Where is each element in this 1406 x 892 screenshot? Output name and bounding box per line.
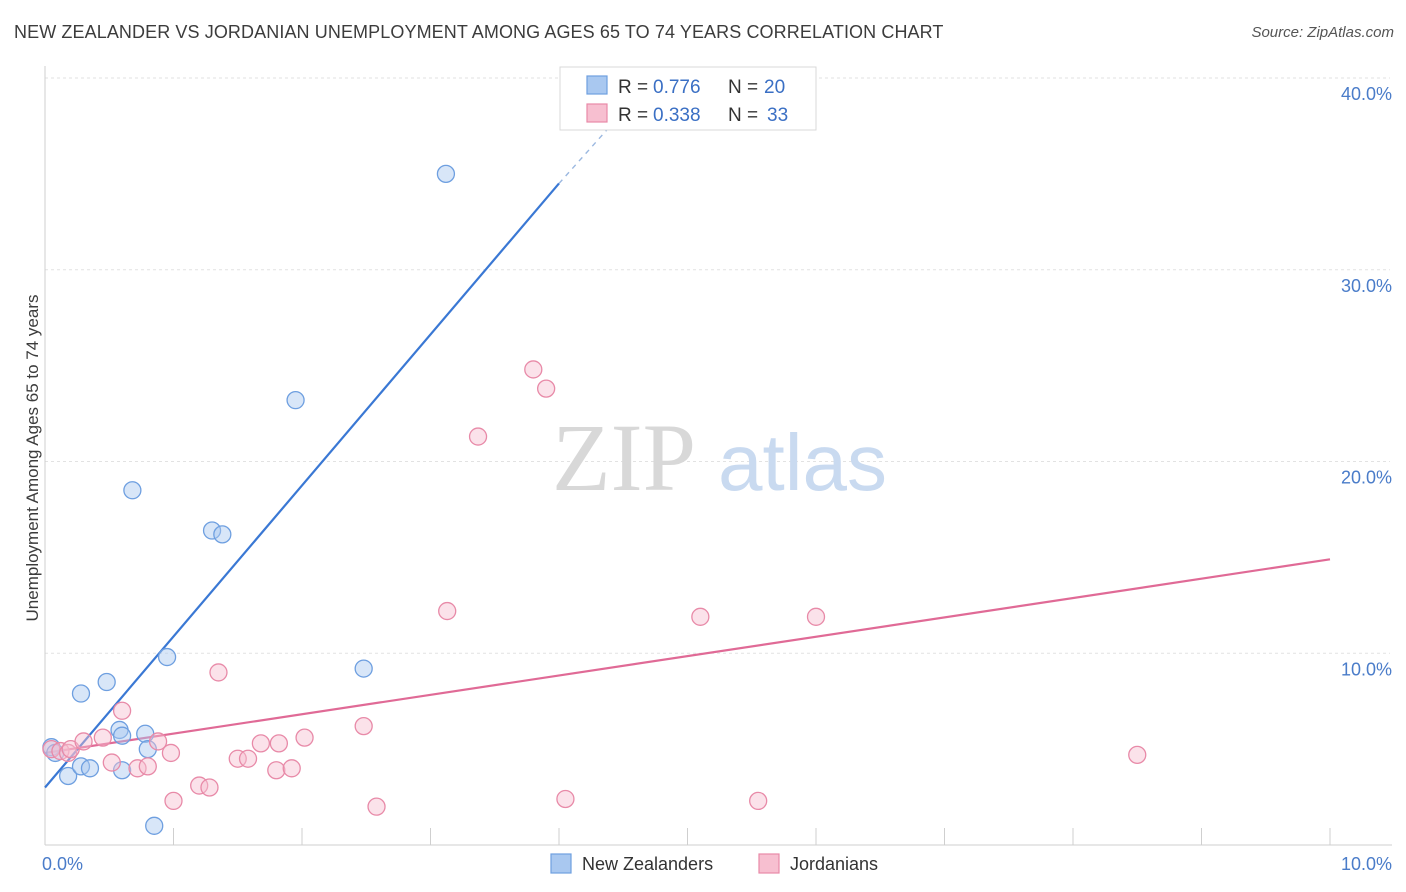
legend-r-label-nz: R = — [618, 77, 648, 98]
point-jo-19 — [267, 761, 286, 780]
point-jo-21 — [282, 759, 301, 778]
y-tick-label-3: 40.0% — [1341, 84, 1392, 104]
point-jo-5 — [93, 728, 112, 747]
point-jo-10 — [148, 732, 168, 751]
legend-swatch-nz — [586, 75, 608, 95]
point-jo-15 — [209, 663, 228, 682]
point-jo-27 — [524, 360, 543, 379]
point-jo-6 — [102, 753, 121, 772]
stats-legend: R = 0.776 N = 20 R = 0.338 N = 33 — [559, 66, 817, 131]
point-nz-14 — [145, 816, 164, 835]
point-jo-33 — [1128, 745, 1147, 765]
point-nz-17 — [286, 390, 305, 410]
point-jo-11 — [161, 743, 181, 763]
watermark-zip: ZIP — [552, 404, 696, 511]
axes — [44, 66, 1392, 846]
point-nz-8 — [112, 726, 132, 745]
point-jo-17 — [238, 749, 258, 768]
point-jo-29 — [556, 789, 575, 809]
point-nz-12 — [123, 481, 142, 500]
point-nz-19 — [436, 164, 456, 184]
x-tick-label-0: 0.0% — [42, 854, 83, 874]
bottom-legend-jo: Jordanians — [790, 854, 878, 874]
tick-labels: 10.0% 20.0% 30.0% 40.0% 0.0% 10.0% — [42, 84, 1392, 874]
point-jo-14 — [200, 778, 219, 797]
point-jo-4 — [74, 732, 93, 751]
chart-title: NEW ZEALANDER VS JORDANIAN UNEMPLOYMENT … — [14, 22, 944, 42]
point-jo-16 — [228, 749, 247, 768]
source-label: Source: ZipAtlas.com — [1251, 24, 1394, 41]
y-tick-label-0: 10.0% — [1341, 659, 1392, 679]
y-tick-label-1: 20.0% — [1341, 468, 1392, 488]
point-nz-15 — [202, 521, 222, 540]
point-jo-23 — [354, 716, 373, 736]
point-jo-30 — [691, 607, 710, 626]
point-jo-18 — [251, 734, 271, 753]
trend-line-jo — [44, 558, 1331, 755]
bottom-swatch-nz — [550, 853, 572, 874]
point-jo-26 — [468, 427, 488, 446]
point-jo-25 — [438, 601, 457, 621]
y-tick-label-2: 30.0% — [1341, 276, 1392, 296]
point-jo-31 — [749, 791, 768, 811]
legend-n-label-nz: N = — [728, 77, 758, 98]
legend-r-value-jo: 0.338 — [653, 105, 701, 126]
watermark-atlas: atlas — [718, 418, 887, 507]
point-nz-18 — [354, 659, 373, 678]
point-nz-4 — [80, 759, 100, 778]
point-nz-2 — [58, 766, 78, 786]
data-points — [42, 164, 1147, 835]
legend-swatch-jo — [586, 103, 608, 123]
trend-lines — [44, 96, 1331, 789]
legend-r-label-jo: R = — [618, 105, 648, 126]
bottom-swatch-jo — [758, 853, 780, 874]
legend-n-value-jo: 33 — [767, 105, 788, 126]
legend-n-value-nz: 20 — [764, 77, 785, 98]
point-nz-16 — [213, 525, 232, 544]
point-jo-9 — [138, 757, 157, 776]
point-jo-22 — [295, 728, 314, 747]
legend-n-label-jo: N = — [728, 105, 758, 126]
point-nz-13 — [157, 647, 177, 667]
grid — [45, 77, 1390, 654]
point-jo-32 — [806, 607, 826, 626]
bottom-legend-nz: New Zealanders — [582, 854, 713, 874]
point-nz-5 — [71, 684, 91, 703]
point-jo-24 — [367, 797, 386, 816]
legend-r-value-nz: 0.776 — [653, 77, 701, 98]
point-jo-20 — [269, 734, 289, 753]
point-jo-12 — [164, 791, 183, 811]
series-legend: New Zealanders Jordanians — [550, 853, 878, 874]
watermark: ZIP atlas — [552, 404, 887, 511]
x-tick-label-1: 10.0% — [1341, 854, 1392, 874]
trend-line-nz — [44, 182, 560, 789]
point-jo-28 — [537, 379, 556, 398]
y-axis-label: Unemployment Among Ages 65 to 74 years — [23, 295, 42, 622]
point-jo-7 — [112, 701, 132, 720]
point-nz-3 — [71, 757, 91, 776]
point-nz-6 — [97, 672, 116, 692]
